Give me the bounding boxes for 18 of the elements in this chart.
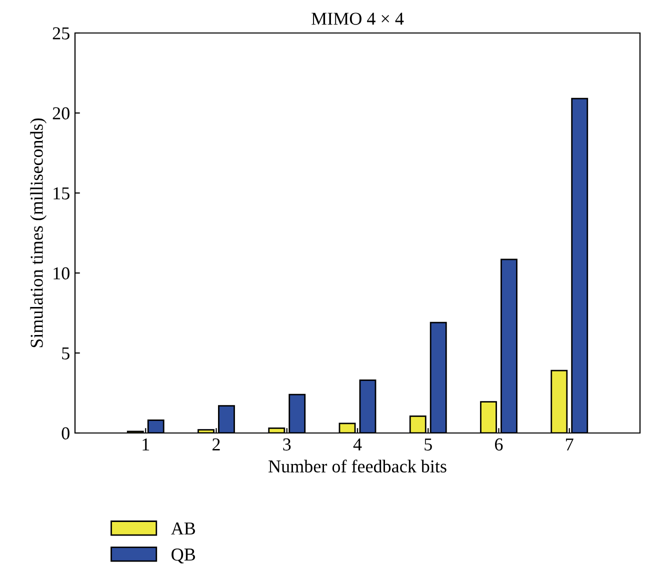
legend-label: QB [172, 548, 196, 564]
y-tick-label: 5 [62, 347, 70, 360]
y-tick-label: 0 [62, 427, 70, 440]
y-axis-title: Simulation times (milliseconds) [30, 118, 47, 348]
chart-title: MIMO 4 × 4 [312, 12, 404, 25]
x-tick-label: 7 [566, 438, 574, 450]
y-tick-label: 25 [52, 27, 70, 40]
x-tick-label: 3 [283, 438, 291, 451]
x-tick-label: 5 [424, 438, 432, 451]
y-tick-label: 10 [54, 267, 70, 280]
y-tick-label: 20 [52, 107, 70, 120]
x-tick-label: 6 [495, 438, 503, 451]
legend-label: AB [171, 522, 196, 534]
x-tick-label: 4 [353, 438, 362, 450]
x-tick-label: 1 [142, 438, 150, 450]
y-tick-label: 15 [54, 187, 70, 200]
x-axis-title: Number of feedback bits [268, 460, 446, 472]
x-tick-label: 2 [212, 438, 220, 450]
